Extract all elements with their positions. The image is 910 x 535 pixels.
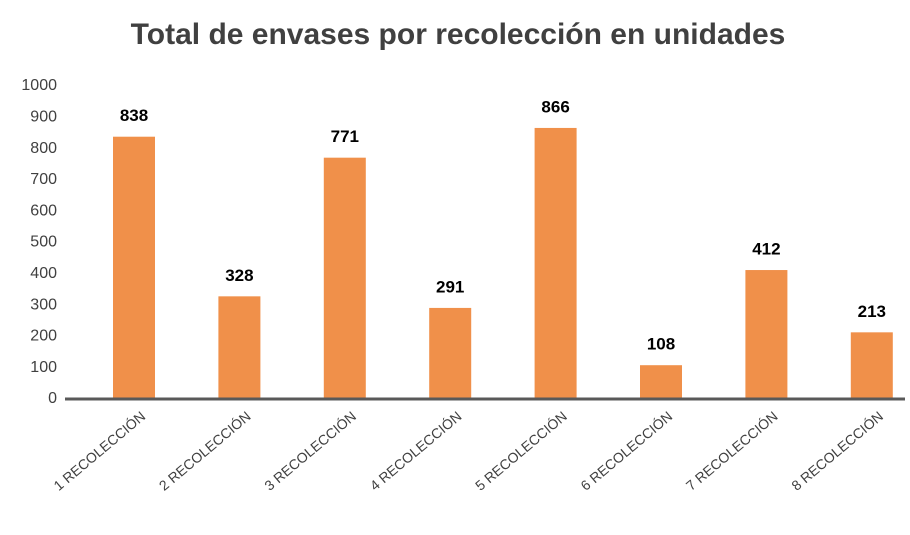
x-tick-label: 8 RECOLECCIÓN [788, 408, 886, 494]
bar [534, 127, 577, 399]
y-tick-label: 1000 [21, 77, 57, 94]
bar [113, 136, 155, 399]
x-tick-label: 1 RECOLECCIÓN [50, 408, 148, 494]
data-label: 291 [436, 277, 464, 296]
y-tick-label: 600 [30, 202, 57, 219]
x-tick-label: 3 RECOLECCIÓN [261, 408, 359, 494]
x-tick-label: 7 RECOLECCIÓN [683, 408, 781, 494]
y-tick-label: 300 [30, 296, 57, 313]
bar [640, 365, 682, 399]
bar [429, 307, 472, 399]
y-tick-label: 400 [30, 265, 57, 282]
data-label: 412 [752, 240, 780, 259]
y-tick-label: 900 [30, 109, 57, 126]
data-label: 328 [225, 266, 253, 285]
y-tick-label: 200 [30, 328, 57, 345]
x-tick-label: 6 RECOLECCIÓN [577, 408, 675, 494]
data-label: 866 [541, 97, 569, 116]
y-tick-label: 100 [30, 359, 57, 376]
y-tick-label: 0 [48, 390, 57, 407]
x-tick-label: 2 RECOLECCIÓN [156, 408, 254, 494]
chart-title: Total de envases por recolección en unid… [131, 18, 786, 51]
y-tick-label: 500 [30, 234, 57, 251]
y-tick-label: 800 [30, 140, 57, 157]
y-tick-label: 700 [30, 171, 57, 188]
bar [323, 157, 366, 399]
data-label: 213 [858, 302, 886, 321]
data-label: 771 [331, 127, 359, 146]
x-tick-label: 5 RECOLECCIÓN [472, 408, 570, 494]
bar [218, 296, 261, 399]
x-tick-label: 4 RECOLECCIÓN [367, 408, 465, 494]
bar [745, 270, 788, 399]
data-label: 838 [120, 106, 148, 125]
data-label: 108 [647, 335, 675, 354]
bar [850, 332, 893, 399]
